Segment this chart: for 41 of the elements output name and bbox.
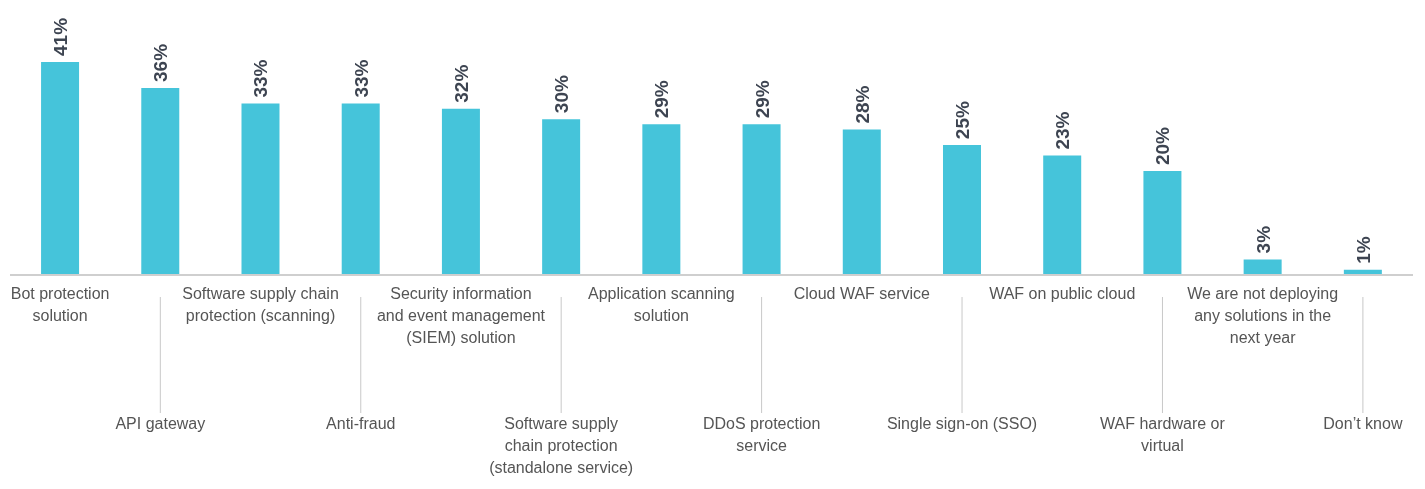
x-tick-label: WAF on public cloud xyxy=(989,285,1136,302)
bar xyxy=(642,124,681,275)
bar xyxy=(742,124,781,275)
bar xyxy=(141,87,180,275)
x-tick-label: DDoS protection service xyxy=(702,415,821,454)
bar xyxy=(1143,171,1182,275)
bar xyxy=(842,129,881,275)
data-label: 30% xyxy=(551,75,573,114)
x-tick-label: Software supply chain protection (standalone service) xyxy=(489,415,634,476)
bar xyxy=(542,119,581,275)
bar xyxy=(441,108,480,275)
x-tick-label: Single sign-on (SSO) xyxy=(886,415,1038,432)
data-label: 25% xyxy=(951,100,973,140)
data-label: 23% xyxy=(1052,111,1074,150)
x-tick-label: Anti-fraud xyxy=(326,415,396,432)
x-tick-label: Bot protection solution xyxy=(10,285,110,324)
x-tick-label: API gateway xyxy=(115,415,206,432)
x-tick-label: Don’t know xyxy=(1323,415,1403,432)
data-label: 29% xyxy=(751,80,773,119)
data-label: 33% xyxy=(350,59,372,98)
x-tick-label: WAF hardware or virtual xyxy=(1100,415,1226,454)
x-tick-label: Application scanning solution xyxy=(588,285,735,324)
data-label: 3% xyxy=(1252,225,1274,254)
data-label: 28% xyxy=(851,85,873,124)
x-tick-label: We are not deploying any solutions in the next year xyxy=(1187,285,1339,346)
data-label: 29% xyxy=(651,80,673,119)
bar xyxy=(943,145,981,275)
x-tick-label: Software supply chain protection (scanning) xyxy=(182,285,339,324)
data-label: 41% xyxy=(50,17,72,56)
data-label: 36% xyxy=(150,43,172,82)
x-tick-label: Cloud WAF service xyxy=(793,285,931,302)
bar xyxy=(41,62,80,275)
data-label: 33% xyxy=(250,59,272,98)
data-label: 20% xyxy=(1152,126,1174,166)
bar xyxy=(341,103,380,275)
bar xyxy=(1243,259,1282,275)
x-tick-label: Security information and event management (SIEM) solution xyxy=(376,285,546,346)
bar xyxy=(1043,155,1082,275)
data-label: 32% xyxy=(450,64,472,103)
data-label: 1% xyxy=(1352,236,1374,264)
bar xyxy=(241,103,280,275)
